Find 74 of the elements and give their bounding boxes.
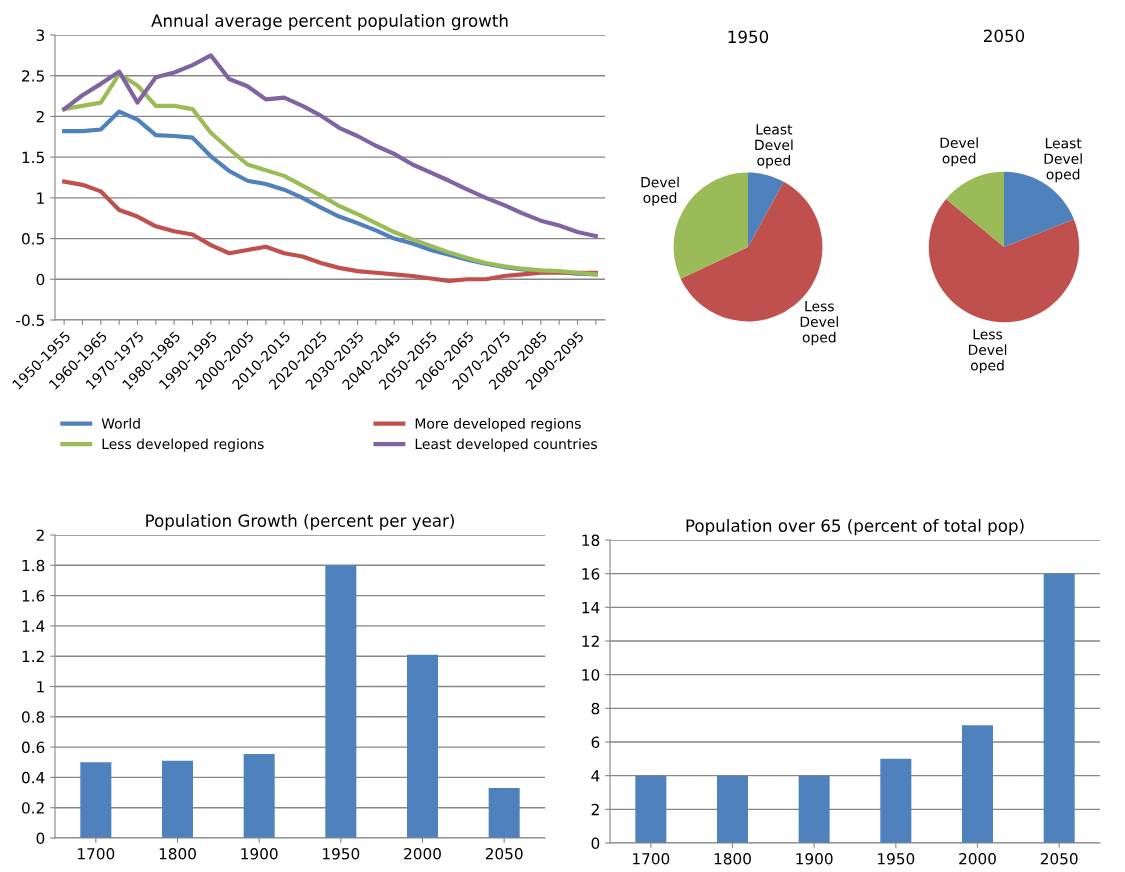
chart-title: 2050 bbox=[984, 29, 1025, 43]
x-tick-label: 2050 bbox=[485, 847, 523, 860]
bar bbox=[161, 760, 194, 838]
y-tick-label: 1.8 bbox=[22, 559, 45, 572]
bar bbox=[798, 775, 830, 843]
x-tick-label: 1700 bbox=[633, 852, 670, 865]
bar bbox=[1043, 573, 1075, 843]
chart-title: Population Growth (percent per year) bbox=[146, 514, 454, 531]
y-tick-label: 1 bbox=[37, 192, 44, 204]
slice-label: Least Devel oped bbox=[1044, 138, 1082, 183]
y-tick-label: 1.4 bbox=[22, 620, 45, 632]
y-tick-label: 0.4 bbox=[21, 771, 45, 784]
legend-label: World bbox=[101, 418, 140, 429]
y-tick-label: 14 bbox=[582, 602, 600, 614]
pie-slice bbox=[748, 172, 784, 247]
x-tick-label: 1900 bbox=[241, 847, 278, 860]
bar bbox=[635, 775, 667, 843]
y-tick-label: 0.2 bbox=[21, 802, 44, 814]
y-tick-label: 2.5 bbox=[22, 70, 44, 82]
slice-label: Devel oped bbox=[940, 137, 978, 167]
bar bbox=[406, 654, 439, 838]
line-series bbox=[62, 72, 598, 277]
y-tick-label: 1.6 bbox=[22, 590, 45, 602]
slice-label: Least Devel oped bbox=[755, 124, 793, 169]
y-tick-label: 1.5 bbox=[22, 151, 44, 164]
y-tick-label: 8 bbox=[591, 702, 600, 715]
bar bbox=[716, 775, 749, 843]
pie-slice bbox=[928, 199, 1080, 323]
legend-label: Less developed regions bbox=[102, 438, 264, 452]
pie-slice bbox=[946, 171, 1004, 247]
chart-title: 1950 bbox=[728, 30, 769, 44]
y-tick-label: 16 bbox=[582, 568, 600, 580]
y-tick-label: 2 bbox=[591, 803, 599, 816]
slice-label: Less Devel oped bbox=[800, 301, 838, 346]
x-tick-label: 1950 bbox=[878, 852, 915, 865]
y-tick-label: -0.5 bbox=[16, 314, 44, 327]
y-tick-label: 1.2 bbox=[22, 650, 44, 662]
line-series bbox=[62, 53, 598, 239]
bar bbox=[880, 758, 912, 843]
bar bbox=[488, 788, 520, 838]
x-tick-label: 2050 bbox=[1040, 852, 1078, 865]
x-tick-label: 2000 bbox=[404, 847, 441, 860]
y-tick-label: 3 bbox=[36, 29, 45, 42]
x-tick-label: 1950 bbox=[323, 847, 360, 860]
y-tick-label: 1 bbox=[37, 681, 44, 693]
y-tick-label: 6 bbox=[591, 736, 600, 749]
slice-label: Less Devel oped bbox=[968, 329, 1007, 374]
y-tick-label: 2 bbox=[36, 110, 44, 123]
legend-label: Least developed countries bbox=[415, 438, 597, 452]
x-tick-label: 1700 bbox=[78, 847, 115, 860]
y-tick-label: 0 bbox=[591, 837, 600, 850]
line-series bbox=[62, 179, 598, 283]
chart-title: Annual average percent population growth bbox=[151, 14, 508, 31]
y-tick-label: 12 bbox=[582, 635, 599, 647]
y-tick-label: 0 bbox=[36, 273, 45, 286]
y-tick-label: 0.6 bbox=[21, 741, 45, 754]
bar bbox=[325, 565, 357, 838]
y-tick-label: 18 bbox=[582, 534, 600, 547]
x-tick-label: 2000 bbox=[959, 852, 996, 865]
bar bbox=[80, 762, 112, 838]
bar bbox=[243, 753, 275, 838]
y-tick-label: 2 bbox=[36, 529, 44, 541]
x-tick-label: 1800 bbox=[714, 852, 751, 865]
x-tick-label: 1800 bbox=[159, 847, 196, 860]
y-tick-label: 0.5 bbox=[21, 233, 44, 245]
y-tick-label: 0.8 bbox=[21, 711, 45, 723]
slice-label: Devel oped bbox=[641, 176, 679, 206]
bar bbox=[961, 725, 994, 843]
chart-title: Population over 65 (percent of total pop) bbox=[686, 519, 1024, 536]
x-tick-label: 1900 bbox=[796, 852, 833, 865]
legend-label: More developed regions bbox=[415, 418, 581, 432]
y-tick-label: 10 bbox=[582, 669, 600, 681]
y-tick-label: 4 bbox=[591, 770, 600, 782]
y-tick-label: 0 bbox=[36, 832, 45, 845]
